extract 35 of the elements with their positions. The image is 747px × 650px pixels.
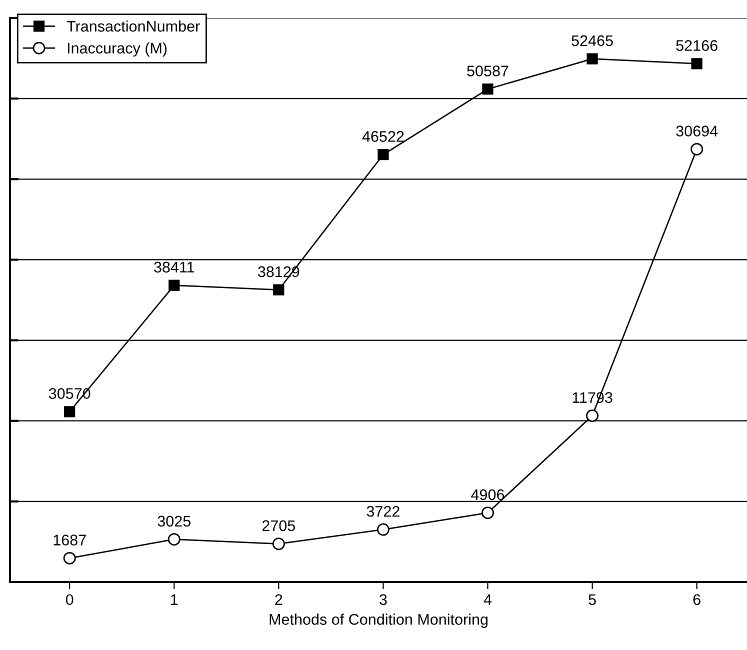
point bbox=[586, 53, 598, 64]
x-tick-label: 1 bbox=[171, 594, 178, 605]
point bbox=[691, 58, 702, 70]
point bbox=[168, 533, 180, 546]
data-label: 52166 bbox=[676, 40, 718, 51]
x-tick-label: 0 bbox=[66, 594, 74, 606]
x-tick-label: 2 bbox=[275, 594, 282, 605]
data-label: 38411 bbox=[154, 262, 194, 273]
data-label: 1687 bbox=[54, 534, 86, 546]
data-label: 3025 bbox=[158, 516, 190, 527]
data-label: 50587 bbox=[467, 66, 508, 76]
point bbox=[63, 552, 76, 564]
point bbox=[168, 280, 180, 291]
point bbox=[378, 149, 389, 160]
x-tick-label: 3 bbox=[380, 594, 387, 606]
x-axis-title: Methods of Condition Monitoring bbox=[270, 614, 488, 628]
x-tick-label: 4 bbox=[484, 594, 492, 605]
point bbox=[273, 284, 284, 296]
data-label: 46522 bbox=[362, 131, 404, 142]
point bbox=[64, 406, 76, 418]
point bbox=[586, 409, 599, 422]
legend-label: Inaccuracy (M) bbox=[68, 42, 167, 57]
point bbox=[376, 523, 390, 536]
point bbox=[272, 538, 285, 550]
data-label: 30694 bbox=[676, 126, 718, 136]
data-label: 52465 bbox=[572, 35, 613, 46]
data-label: 3722 bbox=[366, 506, 400, 517]
legend-label: TransactionNumber bbox=[66, 20, 200, 32]
x-tick-label: 6 bbox=[693, 594, 700, 606]
data-label: 2705 bbox=[262, 520, 296, 532]
point bbox=[690, 142, 704, 156]
point bbox=[482, 84, 494, 95]
point bbox=[481, 506, 494, 520]
x-tick-label: 5 bbox=[588, 594, 596, 606]
data-label: 4906 bbox=[471, 489, 504, 500]
